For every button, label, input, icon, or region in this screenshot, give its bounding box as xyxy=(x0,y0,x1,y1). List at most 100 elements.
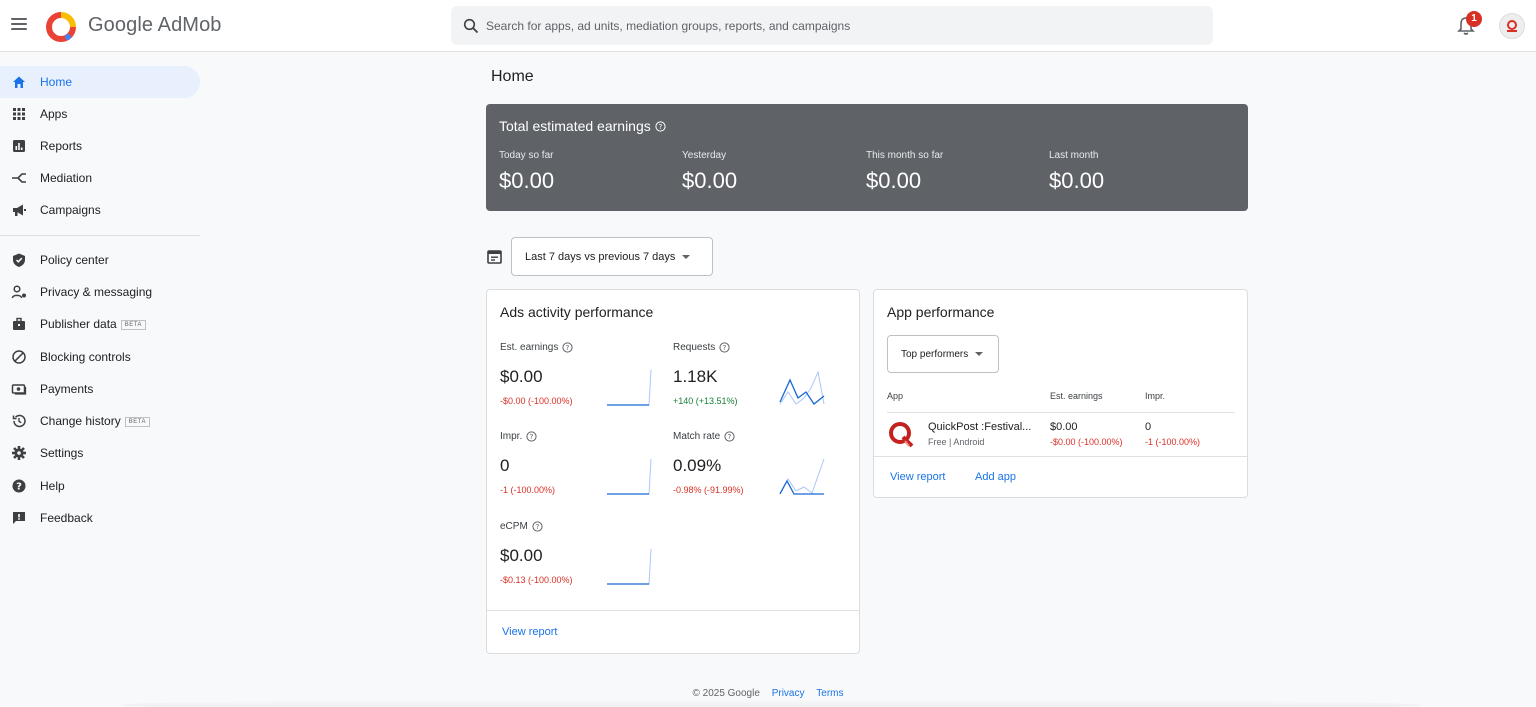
svg-text:?: ? xyxy=(566,343,570,352)
metric-match-rate[interactable]: Match rate ? 0.09% -0.98% (-91.99%) xyxy=(673,431,744,495)
sidebar-item-label: Reports xyxy=(40,139,83,153)
app-earnings: $0.00 xyxy=(1050,421,1078,433)
app-name: QuickPost :Festival... xyxy=(928,421,1032,433)
sidebar-item-label: Privacy & messaging xyxy=(40,285,153,299)
sparkline-ecpm xyxy=(607,548,652,585)
top-bar: Google AdMob 1 xyxy=(0,0,1536,52)
earnings-today: Today so far $0.00 xyxy=(499,150,555,193)
svg-text:?: ? xyxy=(723,343,727,352)
brand-name: Google AdMob xyxy=(88,14,222,36)
privacy-link[interactable]: Privacy xyxy=(771,688,805,699)
copyright: © 2025 Google xyxy=(692,688,760,699)
metric-est-earnings[interactable]: Est. earnings ? $0.00 -$0.00 (-100.00%) xyxy=(500,342,573,406)
menu-icon[interactable] xyxy=(11,18,27,30)
chevron-down-icon xyxy=(682,254,691,259)
megaphone-icon xyxy=(13,204,26,216)
add-app-link[interactable]: Add app xyxy=(975,471,1016,483)
sidebar-item-label: Payments xyxy=(40,382,94,396)
avatar[interactable] xyxy=(1499,13,1525,39)
column-header-app: App xyxy=(887,391,904,401)
apps-grid-icon xyxy=(13,108,25,120)
payments-icon xyxy=(11,384,27,395)
help-circle-icon[interactable]: ? xyxy=(724,431,735,442)
metric-impressions[interactable]: Impr. ? 0 -1 (-100.00%) xyxy=(500,431,556,495)
gear-icon xyxy=(12,446,26,460)
account-avatar-icon xyxy=(1507,20,1517,32)
sidebar-item-label: Mediation xyxy=(40,171,93,185)
date-range-dropdown[interactable]: Last 7 days vs previous 7 days xyxy=(511,237,713,276)
ads-activity-card: Ads activity performance Est. earnings ?… xyxy=(486,289,860,654)
earnings-last-month: Last month $0.00 xyxy=(1049,150,1105,193)
sidebar-item-label: Blocking controls xyxy=(40,350,131,364)
sparkline-est-earnings xyxy=(607,369,652,406)
view-report-link[interactable]: View report xyxy=(502,626,558,638)
app-performance-footer: View report Add app xyxy=(874,456,1247,498)
sidebar-item-label: Policy center xyxy=(40,253,109,267)
person-settings-icon xyxy=(11,285,26,299)
admob-logo-icon xyxy=(46,12,76,42)
metric-ecpm[interactable]: eCPM ? $0.00 -$0.13 (-100.00%) xyxy=(500,521,573,585)
sidebar-item-feedback[interactable]: Feedback xyxy=(0,502,200,534)
table-row[interactable]: QuickPost :Festival... Free | Android $0… xyxy=(874,413,1247,456)
earnings-this-month: This month so far $0.00 xyxy=(866,150,944,193)
column-header-impressions: Impr. xyxy=(1145,391,1166,401)
sidebar-item-label: Publisher data BETA xyxy=(40,317,146,331)
sidebar-item-campaigns[interactable]: Campaigns xyxy=(0,194,200,226)
table-divider xyxy=(887,412,1235,413)
chevron-down-icon xyxy=(975,352,984,356)
sidebar-item-blocking-controls[interactable]: Blocking controls xyxy=(0,341,200,373)
terms-link[interactable]: Terms xyxy=(816,688,844,699)
sidebar-item-policy-center[interactable]: Policy center xyxy=(0,244,200,276)
sidebar-item-apps[interactable]: Apps xyxy=(0,98,200,130)
sidebar-item-payments[interactable]: Payments xyxy=(0,373,200,405)
help-icon: ? xyxy=(12,479,26,493)
page-title: Home xyxy=(491,68,534,85)
sidebar-item-label: Home xyxy=(40,75,73,89)
footer-shadow xyxy=(120,699,1420,707)
sidebar-item-label: Settings xyxy=(40,446,84,460)
svg-text:?: ? xyxy=(658,122,662,131)
feedback-icon xyxy=(13,512,25,524)
beta-badge: BETA xyxy=(124,417,150,427)
help-circle-icon[interactable]: ? xyxy=(526,431,537,442)
briefcase-icon xyxy=(13,317,25,330)
svg-text:?: ? xyxy=(16,482,22,493)
sidebar-item-home[interactable]: Home xyxy=(0,66,200,98)
reports-icon xyxy=(13,140,25,152)
sidebar-item-reports[interactable]: Reports xyxy=(0,130,200,162)
block-icon xyxy=(12,350,26,364)
ads-activity-footer: View report xyxy=(487,610,859,654)
top-performers-label: Top performers xyxy=(901,348,969,360)
search-input[interactable] xyxy=(486,18,1186,33)
sidebar-item-change-history[interactable]: Change history BETA xyxy=(0,405,200,437)
sidebar-item-privacy-messaging[interactable]: Privacy & messaging xyxy=(0,276,200,308)
help-circle-icon[interactable]: ? xyxy=(719,342,730,353)
metric-requests[interactable]: Requests ? 1.18K +140 (+13.51%) xyxy=(673,342,738,406)
quickpost-app-icon xyxy=(889,422,914,448)
sidebar-item-settings[interactable]: Settings xyxy=(0,437,200,469)
total-earnings-card: Total estimated earnings ? Today so far … xyxy=(486,104,1248,211)
view-report-link[interactable]: View report xyxy=(890,471,946,483)
sidebar-item-publisher-data[interactable]: Publisher data BETA xyxy=(0,308,200,340)
help-circle-icon[interactable]: ? xyxy=(562,342,573,353)
app-performance-title: App performance xyxy=(887,304,995,320)
help-circle-icon[interactable]: ? xyxy=(532,521,543,532)
app-earnings-delta: -$0.00 (-100.00%) xyxy=(1050,437,1123,447)
home-icon xyxy=(13,76,25,88)
app-impressions: 0 xyxy=(1145,421,1152,433)
sidebar-item-label: Apps xyxy=(40,107,68,121)
column-header-earnings: Est. earnings xyxy=(1050,391,1103,401)
history-icon xyxy=(12,414,26,428)
svg-text:?: ? xyxy=(728,432,732,441)
search-bar[interactable] xyxy=(451,6,1213,45)
top-performers-dropdown[interactable]: Top performers xyxy=(887,335,999,373)
earnings-yesterday: Yesterday $0.00 xyxy=(682,150,738,193)
svg-text:?: ? xyxy=(530,432,534,441)
sidebar-item-label: Change history BETA xyxy=(40,414,150,428)
sparkline-match-rate xyxy=(779,458,825,495)
svg-text:?: ? xyxy=(535,522,539,531)
footer: © 2025 Google Privacy Terms xyxy=(0,688,1536,699)
help-circle-icon[interactable]: ? xyxy=(655,120,666,132)
sidebar-item-mediation[interactable]: Mediation xyxy=(0,162,200,194)
sidebar-item-help[interactable]: ? Help xyxy=(0,470,200,502)
